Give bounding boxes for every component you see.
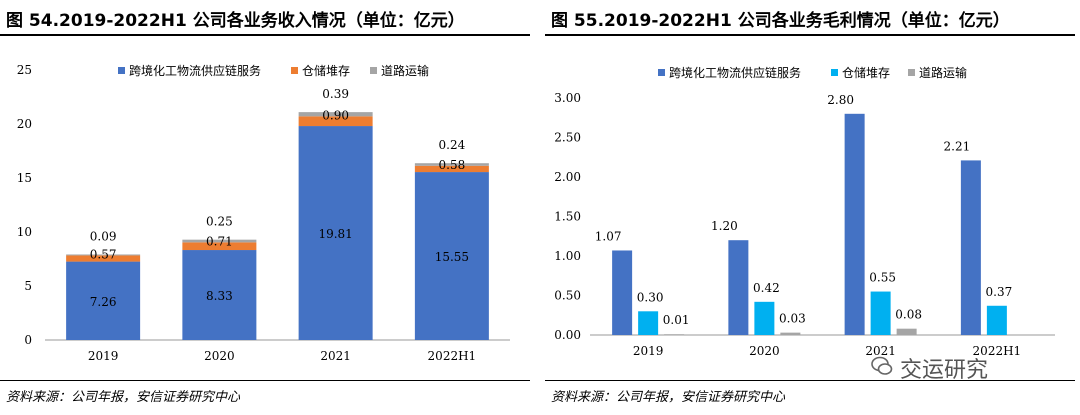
data-label: 1.20: [711, 219, 738, 233]
bar: [754, 301, 775, 335]
data-label: 0.25: [206, 215, 233, 229]
left-bottom-rule: [0, 380, 530, 381]
legend-swatch: [658, 69, 665, 76]
x-tick-label: 2020: [204, 349, 235, 363]
data-label: 19.81: [318, 227, 352, 241]
legend-label: 道路运输: [919, 65, 967, 80]
y-tick-label: 0.00: [554, 328, 581, 342]
data-label: 2.80: [827, 93, 854, 107]
watermark-text: 交运研究: [900, 358, 989, 383]
legend-label: 仓储堆存: [302, 63, 350, 78]
legend-label: 跨境化工物流供应链服务: [669, 65, 801, 80]
data-label: 8.33: [206, 289, 233, 303]
right-source-note: 资料来源：公司年报，安信证券研究中心: [551, 390, 786, 405]
legend-swatch: [118, 67, 125, 74]
y-tick-label: 0: [24, 333, 32, 347]
data-label: 0.42: [753, 281, 780, 295]
x-tick-label: 2022H1: [428, 349, 477, 363]
x-tick-label: 2019: [88, 349, 119, 363]
data-label: 0.58: [439, 158, 466, 172]
data-label: 0.57: [90, 247, 117, 261]
legend-swatch: [831, 69, 838, 76]
legend-label: 跨境化工物流供应链服务: [129, 63, 261, 78]
wechat-icon: [871, 356, 893, 375]
y-tick-label: 2.00: [554, 170, 581, 184]
data-label: 2.21: [944, 139, 971, 153]
legend-swatch: [291, 67, 298, 74]
watermark: 交运研究: [871, 352, 989, 384]
left-panel: 图 54.2019-2022H1 公司各业务收入情况（单位：亿元） 0 5 10 15…: [0, 0, 530, 415]
data-label: 0.71: [206, 234, 233, 248]
bar-segment: [298, 126, 373, 340]
bar: [664, 334, 685, 336]
bar: [844, 113, 865, 335]
x-tick-label: 2021: [320, 349, 351, 363]
data-label: 0.30: [637, 290, 664, 304]
data-label: 1.07: [595, 229, 622, 243]
right-top-rule: [545, 34, 1075, 36]
right-panel: 图 55.2019-2022H1 公司各业务毛利情况（单位：亿元） 0.00 0.…: [545, 0, 1075, 415]
left-source-note: 资料来源：公司年报，安信证券研究中心: [6, 390, 241, 405]
y-tick-label: 15: [17, 171, 32, 185]
right-figure-title: 图 55.2019-2022H1 公司各业务毛利情况（单位：亿元）: [551, 11, 1010, 31]
bar-segment: [66, 261, 141, 340]
data-label: 0.09: [90, 229, 117, 243]
bar: [612, 250, 633, 335]
data-label: 0.37: [986, 285, 1013, 299]
bar-segment: [66, 255, 141, 262]
y-tick-label: 5: [24, 279, 32, 293]
left-top-rule: [0, 34, 530, 36]
gross-profit-grouped-bar-chart: 0.00 0.50 1.00 1.50 2.00 2.50 3.00 跨境化工物流供应链服务 仓…: [554, 65, 1055, 358]
legend-label: 道路运输: [381, 63, 429, 78]
data-label: 0.08: [895, 308, 922, 322]
x-tick-label: 2020: [749, 344, 780, 358]
data-label: 15.55: [435, 250, 469, 264]
bar-segment: [414, 165, 489, 173]
data-label: 0.01: [663, 313, 690, 327]
y-tick-label: 0.50: [554, 289, 581, 303]
bar-segment: [298, 112, 373, 117]
bar-segment: [182, 239, 257, 243]
legend-swatch: [908, 69, 915, 76]
bar: [960, 160, 981, 335]
bar-segment: [182, 250, 257, 340]
y-tick-label: 2.50: [554, 131, 581, 145]
data-label: 0.24: [439, 138, 466, 152]
data-label: 7.26: [90, 295, 117, 309]
bar: [728, 240, 749, 335]
y-tick-label: 10: [17, 225, 32, 239]
y-tick-label: 20: [17, 117, 32, 131]
bar-segment: [414, 172, 489, 340]
data-label: 0.90: [322, 108, 349, 122]
bar: [780, 332, 801, 335]
left-figure-title: 图 54.2019-2022H1 公司各业务收入情况（单位：亿元）: [6, 11, 465, 31]
y-tick-label: 25: [17, 63, 32, 77]
bar-segment: [298, 116, 373, 127]
x-tick-label: 2021: [865, 344, 896, 358]
revenue-stacked-bar-chart: 0 5 10 15 20 25 跨境化工物流供应链服务 仓储堆存 道路运输 7.26 0.57 0.0…: [17, 63, 510, 363]
x-tick-label: 2022H1: [973, 344, 1022, 358]
data-label: 0.03: [779, 312, 806, 326]
bar: [870, 291, 891, 335]
y-tick-label: 3.00: [554, 91, 581, 105]
data-label: 0.39: [322, 87, 349, 101]
legend-swatch: [370, 67, 377, 74]
bar: [638, 311, 659, 335]
data-label: 0.55: [869, 271, 896, 285]
y-tick-label: 1.00: [554, 249, 581, 263]
right-bottom-rule: [545, 380, 1075, 381]
bar-segment: [414, 163, 489, 166]
y-tick-label: 1.50: [554, 210, 581, 224]
bar-segment: [182, 242, 257, 251]
legend-label: 仓储堆存: [842, 65, 890, 80]
bar-segment: [66, 254, 141, 256]
bar: [896, 328, 917, 335]
x-tick-label: 2019: [633, 344, 664, 358]
bar: [986, 305, 1007, 335]
